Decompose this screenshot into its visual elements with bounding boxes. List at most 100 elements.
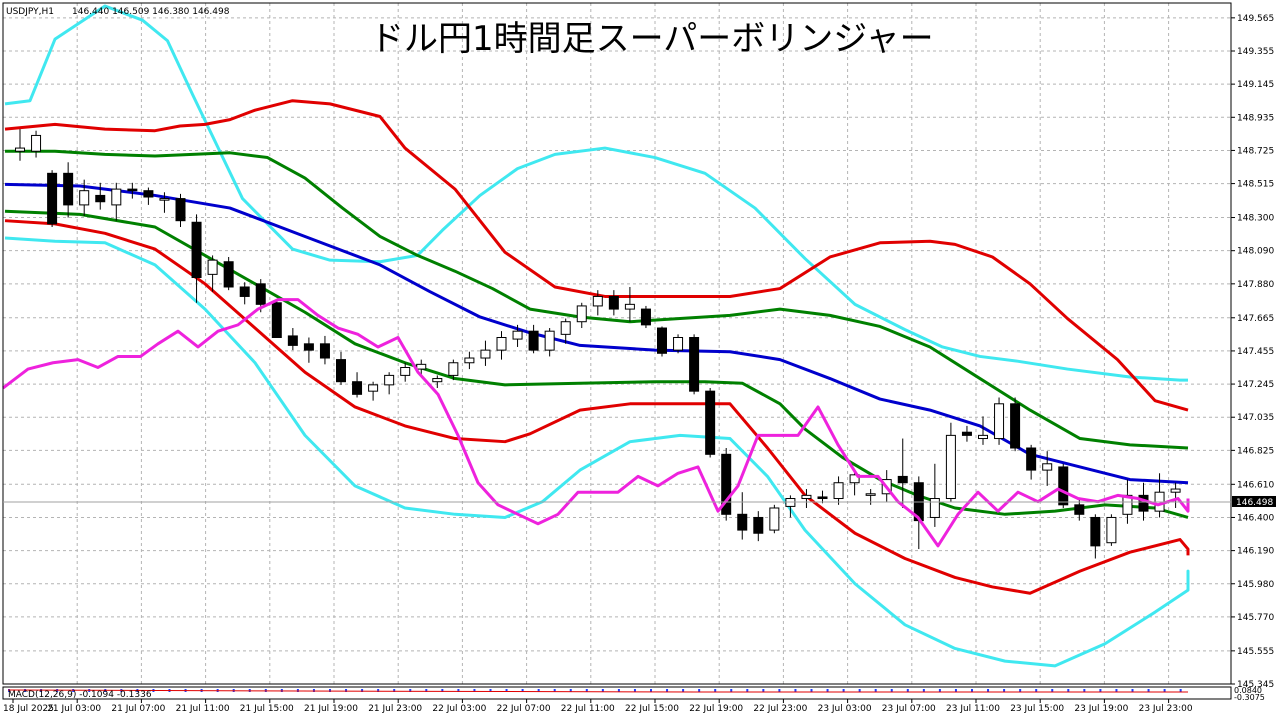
candle-body-bear [336, 359, 346, 383]
candle-body-bull [207, 259, 218, 275]
candle [512, 324, 523, 347]
symbol-label: USDJPY,H1 [6, 7, 54, 17]
candle-body-bear [640, 308, 651, 326]
macd-bar [1163, 689, 1166, 692]
y-tick-label: 146.400 [1237, 513, 1274, 523]
candle-body-bear [1058, 466, 1069, 506]
candle [801, 489, 812, 508]
candle-body-bull [480, 349, 491, 359]
candle [432, 375, 443, 389]
candle [945, 422, 956, 502]
candle [673, 334, 684, 354]
candle [63, 162, 74, 218]
candle [1010, 397, 1021, 452]
candle [592, 290, 603, 316]
candle [961, 425, 972, 442]
candle-body-bull [31, 134, 42, 152]
y-tick-label: 146.190 [1237, 547, 1274, 557]
macd-bar [1131, 689, 1134, 692]
macd-bar [329, 689, 331, 692]
candle [1106, 514, 1117, 546]
macd-label: MACD(12,26,9) -0.1094 -0.1336 [8, 690, 152, 700]
candle-body-bear [1090, 516, 1101, 547]
candle-body-bull [384, 374, 395, 386]
candle-body-bull [15, 147, 25, 152]
macd-bar [794, 689, 797, 692]
y-tick-label: 148.515 [1237, 180, 1274, 190]
macd-bar [489, 689, 492, 692]
y-tick-label: 147.245 [1237, 380, 1274, 390]
candle [640, 305, 651, 329]
x-tick-label: 18 Jul 2025 [3, 704, 54, 714]
candle [994, 397, 1005, 445]
candle-body-bear [817, 496, 828, 500]
candle-body-bull [1042, 463, 1053, 471]
y-tick-label: 146.610 [1237, 480, 1274, 490]
y-tick-label: 148.300 [1237, 214, 1274, 224]
macd-bar [1051, 689, 1054, 692]
candle [560, 318, 571, 344]
candle [319, 335, 330, 365]
macd-bar [730, 689, 733, 692]
candle [1026, 444, 1037, 480]
x-tick-label: 22 Jul 07:00 [497, 704, 551, 714]
candle-body-bull [560, 321, 571, 335]
macd-bar [1115, 689, 1118, 692]
candle [929, 463, 940, 527]
x-tick-label: 22 Jul 11:00 [561, 704, 615, 714]
current-price-tag: 146.498 [1232, 495, 1276, 508]
candle-body-bull [464, 357, 475, 364]
candle [480, 340, 491, 366]
macd-bar [601, 689, 604, 692]
candle [448, 359, 459, 381]
macd-bar [842, 689, 845, 692]
main-plot-frame [2, 2, 1232, 685]
x-tick-label: 21 Jul 11:00 [176, 704, 230, 714]
candle-body-bear [737, 513, 748, 531]
macd-pane [7, 689, 1188, 693]
macd-bar [1083, 689, 1086, 692]
candle-body-bear [191, 221, 202, 279]
candle-body-bear [1074, 504, 1085, 515]
macd-bar [441, 689, 444, 692]
macd-bar [393, 689, 396, 692]
current-price-label: 146.498 [1236, 498, 1273, 508]
candle [817, 490, 828, 504]
candle [833, 476, 844, 505]
macd-bar [457, 689, 460, 692]
candle-body-bear [143, 190, 154, 198]
x-tick-label: 23 Jul 23:00 [1139, 704, 1193, 714]
series-middle-upper [4, 99, 1189, 412]
candle-body-bull [576, 305, 587, 323]
candle-body-bull [368, 384, 379, 392]
candle [608, 290, 619, 316]
candle [159, 192, 170, 213]
y-tick-label: 148.935 [1237, 113, 1274, 123]
macd-bar [553, 689, 556, 692]
candle [143, 187, 154, 205]
candle [271, 299, 282, 339]
candle-body-bear [753, 516, 764, 534]
candle [223, 256, 234, 291]
candle [47, 170, 58, 228]
macd-bar [954, 689, 957, 692]
candle-body-bull [673, 337, 684, 351]
macd-bar [971, 689, 973, 692]
macd-bar [762, 689, 765, 692]
candle [737, 492, 748, 540]
candle-body-bull [1170, 488, 1181, 493]
candle-body-bear [1010, 403, 1021, 449]
x-tick-label: 22 Jul 15:00 [625, 704, 679, 714]
candle-body-bear [352, 381, 363, 395]
y-tick-label: 147.035 [1237, 413, 1274, 423]
candle-body-bull [624, 303, 635, 310]
macd-bar [409, 689, 412, 692]
candle-body-bull [1106, 516, 1117, 544]
candle-body-bull [432, 378, 443, 383]
macd-bar [874, 689, 877, 692]
macd-bar [810, 689, 813, 692]
candle-body-bull [544, 330, 555, 351]
